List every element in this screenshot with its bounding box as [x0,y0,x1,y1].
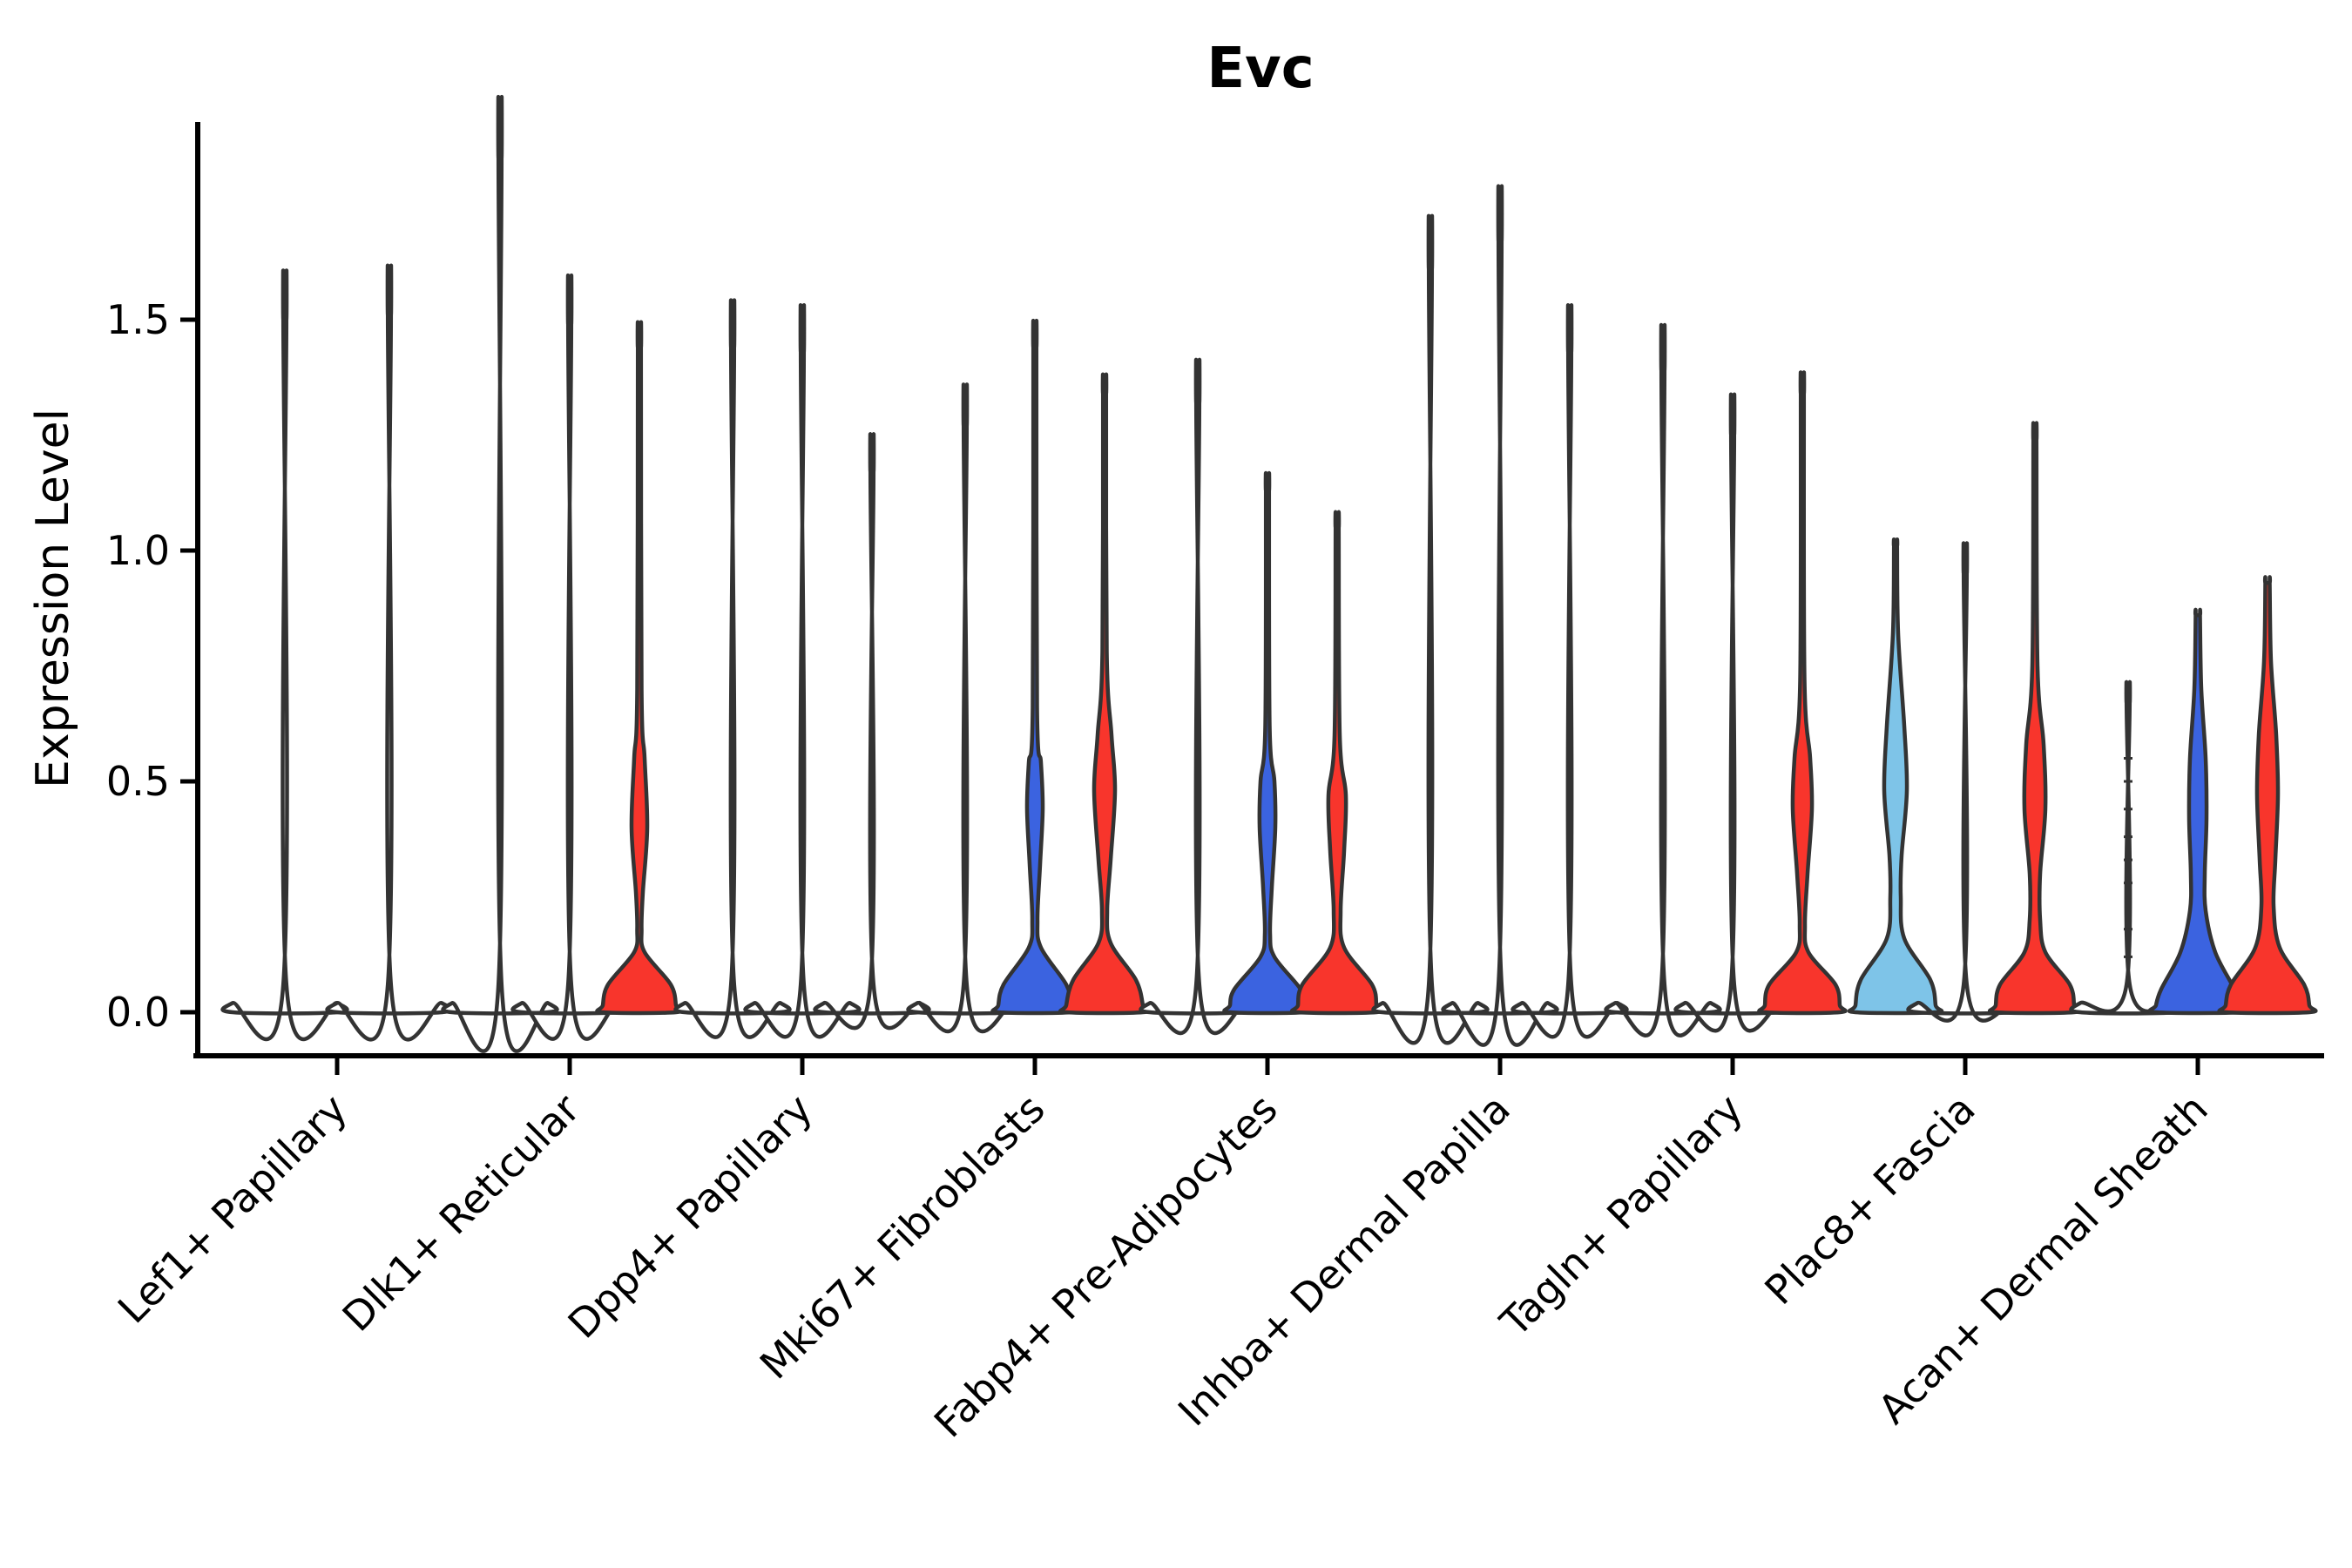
x-category-label: Tagln+ Papillary [1490,1085,1752,1347]
y-tick-label: 0.5 [106,758,170,805]
violin-inhba-dermal-papilla-slot2 [1511,303,1629,1039]
violin-dlk1-reticular-slot0 [441,94,559,1053]
violin-lef1-papillary-slot0 [220,268,349,1042]
violin-acan-dermal-sheath-slot2 [2217,575,2318,1016]
violin-shapes [220,94,2318,1053]
y-axis-label: Expression Level [27,409,79,788]
violin-dpp4-papillary-slot1 [743,303,862,1039]
violin-plac8-fascia-slot1 [1906,541,2024,1023]
violin-acan-dermal-sheath-slot1 [2147,607,2248,1016]
violin-tagln-papillary-slot1 [1673,392,1792,1033]
y-tick-label: 1.5 [106,296,170,343]
violin-fabp4-pre-adipocytes-slot2 [1289,510,1385,1016]
axes: 0.0 0.5 1.0 1.5 [106,122,2324,1075]
violin-lef1-papillary-slot2 [325,263,454,1042]
violin-plac8-fascia-slot0 [1847,537,1944,1016]
x-category-label: Lef1+ Papillary [109,1085,356,1333]
violin-mki67-fibroblasts-slot2 [1058,372,1152,1016]
violin-mki67-fibroblasts-slot0 [906,382,1024,1034]
violin-dlk1-reticular-slot2 [595,320,684,1016]
violin-tagln-papillary-slot0 [1604,322,1722,1037]
y-tick-label: 0.0 [106,989,170,1036]
chart-title: Evc [1206,37,1314,101]
violin-mki67-fibroblasts-slot1 [990,318,1079,1016]
violin-fabp4-pre-adipocytes-slot1 [1222,471,1313,1016]
violin-acan-dermal-sheath-slot0 [2069,679,2187,1016]
violin-fabp4-pre-adipocytes-slot0 [1139,357,1257,1036]
violin-dpp4-papillary-slot2 [813,432,931,1031]
x-category-label: Dlk1+ Reticular [334,1085,589,1341]
violin-dpp4-papillary-slot0 [673,298,792,1039]
violin-inhba-dermal-papilla-slot1 [1441,184,1559,1047]
x-category-label: Dpp4+ Papillary [559,1085,821,1348]
violin-dlk1-reticular-slot1 [510,274,629,1041]
violin-tagln-papillary-slot2 [1757,370,1848,1016]
violin-inhba-dermal-papilla-slot0 [1371,213,1490,1045]
violin-plac8-fascia-slot2 [1987,421,2083,1016]
x-category-label: Plac8+ Fascia [1755,1085,1984,1314]
y-tick-label: 1.0 [106,527,170,574]
